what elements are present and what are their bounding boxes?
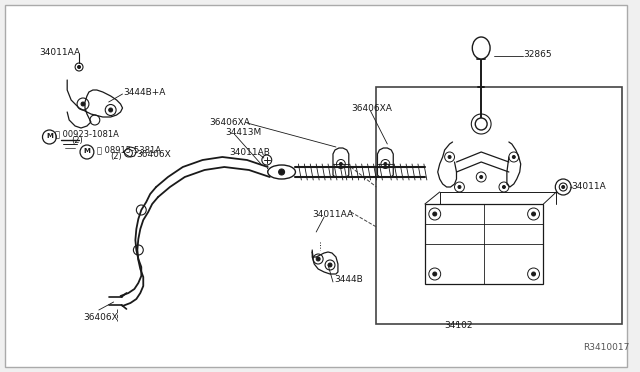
Text: 34011AA: 34011AA xyxy=(40,48,81,57)
Circle shape xyxy=(433,212,436,216)
Circle shape xyxy=(513,155,515,158)
Bar xyxy=(376,87,621,324)
Circle shape xyxy=(480,176,483,179)
Circle shape xyxy=(328,263,332,267)
Text: M: M xyxy=(46,133,53,139)
Circle shape xyxy=(476,118,487,130)
Circle shape xyxy=(77,65,81,68)
Circle shape xyxy=(81,102,85,106)
Text: 34413M: 34413M xyxy=(225,128,262,137)
Circle shape xyxy=(316,257,320,261)
Ellipse shape xyxy=(472,37,490,59)
FancyBboxPatch shape xyxy=(425,204,543,284)
Text: 36406X: 36406X xyxy=(136,150,171,158)
Circle shape xyxy=(532,212,536,216)
FancyBboxPatch shape xyxy=(5,5,627,367)
Text: 34011AA: 34011AA xyxy=(312,209,353,218)
Text: (2): (2) xyxy=(71,135,83,144)
Text: 34102: 34102 xyxy=(445,321,473,330)
Text: 36406X: 36406X xyxy=(83,312,118,321)
Text: M: M xyxy=(83,148,90,154)
Text: R3410017: R3410017 xyxy=(583,343,629,353)
Circle shape xyxy=(384,163,387,166)
Text: 3444B: 3444B xyxy=(334,276,363,285)
Circle shape xyxy=(562,186,564,189)
Ellipse shape xyxy=(268,165,296,179)
Circle shape xyxy=(339,163,342,166)
Text: 36406XA: 36406XA xyxy=(209,118,250,126)
Circle shape xyxy=(502,186,506,189)
Text: Ⓜ 08915-5381A: Ⓜ 08915-5381A xyxy=(97,145,161,154)
Circle shape xyxy=(278,169,285,175)
Circle shape xyxy=(433,272,436,276)
Text: 3444B+A: 3444B+A xyxy=(124,87,166,96)
Text: (2): (2) xyxy=(111,151,122,160)
Text: 36406XA: 36406XA xyxy=(352,103,392,112)
Text: 32865: 32865 xyxy=(524,49,552,58)
Circle shape xyxy=(458,186,461,189)
Circle shape xyxy=(448,155,451,158)
Text: 34011AB: 34011AB xyxy=(229,148,270,157)
Text: 34011A: 34011A xyxy=(571,182,606,190)
Text: Ⓜ 00923-1081A: Ⓜ 00923-1081A xyxy=(55,129,119,138)
Circle shape xyxy=(109,108,113,112)
Circle shape xyxy=(532,272,536,276)
